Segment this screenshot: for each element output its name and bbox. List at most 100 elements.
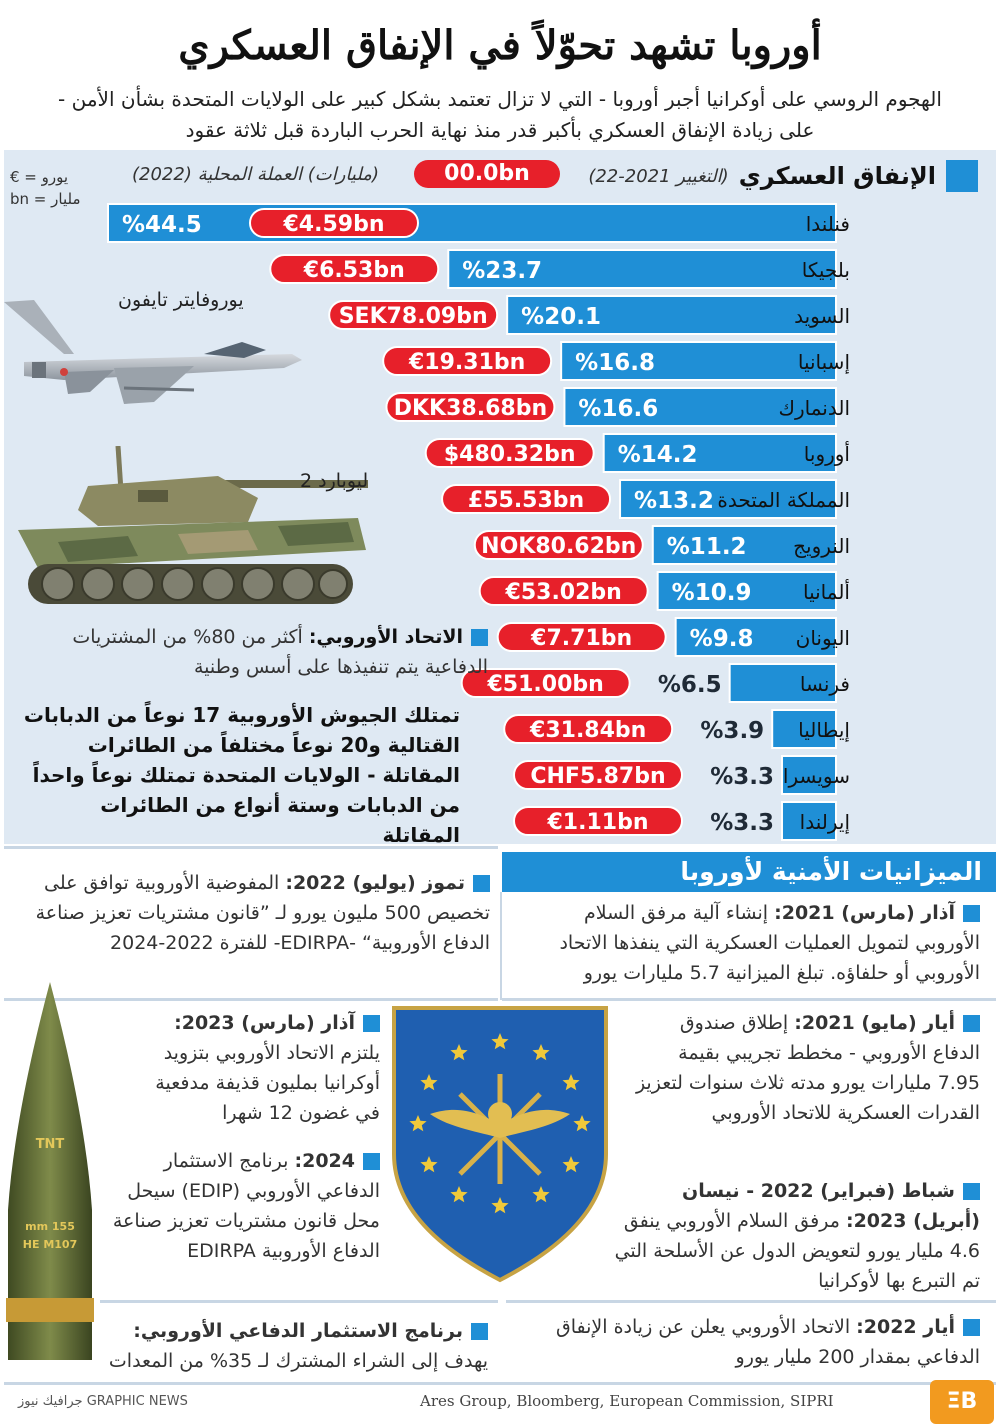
data-label: %3.3	[710, 810, 774, 836]
category-label: إيطاليا	[798, 718, 850, 743]
data-label: %13.2	[634, 488, 714, 514]
timeline-date: آذار (مارس) 2021:	[774, 902, 955, 924]
timeline-text: يلتزم الاتحاد الأوروبي بتزويد أوكرانيا ب…	[155, 1042, 380, 1124]
spending-label: €51.00bn	[487, 672, 604, 697]
blue-square-icon	[963, 905, 980, 922]
timeline-text: المفوضية الأوروبية توافق على تخصيص 500 م…	[35, 872, 490, 954]
data-label: %3.3	[710, 764, 774, 790]
eu-procurement-note: الاتحاد الأوروبي: أكثر من 80% من المشتري…	[18, 622, 488, 682]
spending-label: SEK78.09bn	[339, 304, 488, 329]
timeline-banner: الميزانيات الأمنية لأوروبا	[502, 852, 996, 892]
category-label: فنلندا	[806, 212, 850, 236]
star-icon	[573, 1115, 591, 1132]
category-label: ألمانيا	[803, 579, 850, 604]
bar	[771, 709, 837, 749]
bar	[728, 663, 837, 703]
bar	[674, 617, 837, 657]
spending-label: €6.53bn	[303, 258, 405, 283]
data-label: %14.2	[618, 442, 698, 468]
legend-bn-text: bn = مليار	[10, 190, 81, 208]
spending-badge	[424, 438, 595, 468]
star-icon	[562, 1074, 580, 1091]
legend-units: € = يورو bn = مليار	[10, 166, 80, 210]
spending-label: DKK38.68bn	[394, 396, 547, 421]
star-icon	[409, 1115, 427, 1132]
timeline-text: إنشاء آلية مرفق السلام الأوروبي لتمويل ا…	[559, 902, 980, 984]
data-label: %20.1	[521, 304, 601, 330]
spending-label: €53.02bn	[505, 580, 622, 605]
jet-label: يوروفايتر تايفون	[118, 289, 244, 311]
blue-square-icon	[471, 1323, 488, 1340]
bar	[602, 433, 838, 473]
blue-square-icon	[963, 1319, 980, 1336]
bar	[563, 387, 837, 427]
spending-badge	[513, 806, 684, 836]
spending-label: CHF5.87bn	[530, 764, 665, 789]
timeline-item: برنامج الاستثمار الدفاعي الأوروبي: يهدف …	[98, 1316, 488, 1376]
bar	[447, 249, 837, 289]
bar	[781, 755, 838, 795]
timeline-text: يهدف إلى الشراء المشترك لـ 35% من المعدا…	[108, 1350, 488, 1372]
timeline-date: برنامج الاستثمار الدفاعي الأوروبي:	[133, 1320, 463, 1342]
timeline-date: تموز (يوليو) 2022:	[285, 872, 465, 894]
chart-heading: الإنفاق العسكري (التغيير 2021-22)	[588, 160, 978, 192]
data-label: %3.9	[700, 718, 764, 744]
legend-local-currency: (مليارات) العملة المحلية (2022)	[132, 164, 379, 185]
page-title: أوروبا تشهد تحوّلاً في الإنفاق العسكري	[178, 22, 822, 69]
column-divider	[500, 892, 502, 1000]
data-label: %16.8	[575, 350, 655, 376]
source-text: Ares Group, Bloomberg, European Commissi…	[420, 1392, 834, 1410]
bar	[107, 203, 837, 243]
chart-title: الإنفاق العسكري	[738, 162, 936, 190]
category-label: فرنسا	[800, 672, 850, 696]
bar	[560, 341, 837, 381]
timeline-item: تموز (يوليو) 2022: المفوضية الأوروبية تو…	[20, 868, 490, 958]
data-label: %9.8	[690, 626, 754, 652]
category-label: إيرلندا	[800, 810, 850, 835]
blue-square-icon	[946, 160, 978, 192]
timeline-item: أيار 2022: الاتحاد الأوروبي يعلن عن زياد…	[520, 1312, 980, 1372]
bar	[506, 295, 837, 335]
timeline-text: مرفق السلام الأوروبي ينفق 4.6 مليار يورو…	[614, 1210, 980, 1292]
artillery-shell-icon: TNT 155 mm HE M107	[6, 982, 94, 1360]
chart-change-label: (التغيير 2021-22)	[588, 165, 729, 187]
timeline-item: 2024: برنامج الاستثمار الدفاعي الأوروبي …	[110, 1146, 380, 1266]
blue-square-icon	[363, 1015, 380, 1032]
timeline-date: أيار 2022:	[856, 1316, 955, 1338]
tank-label: ليوبارد 2	[300, 470, 369, 492]
category-label: النرويج	[793, 534, 850, 558]
spending-label: $480.32bn	[444, 442, 576, 467]
star-icon	[491, 1033, 509, 1050]
shell-label-type: HE M107	[23, 1238, 77, 1251]
eurofighter-jet-icon	[4, 300, 302, 404]
data-label: %23.7	[462, 258, 542, 284]
star-icon	[532, 1186, 550, 1203]
bar	[656, 571, 838, 611]
spending-label: €19.31bn	[408, 350, 525, 375]
timeline-item: آذار (مارس) 2023: يلتزم الاتحاد الأوروبي…	[130, 1008, 380, 1128]
blue-square-icon	[471, 629, 488, 646]
timeline-item: آذار (مارس) 2021: إنشاء آلية مرفق السلام…	[520, 898, 980, 988]
star-icon	[450, 1044, 468, 1061]
spending-label: €31.84bn	[529, 718, 646, 743]
category-label: إسبانيا	[798, 350, 850, 375]
star-icon	[420, 1074, 438, 1091]
blue-square-icon	[963, 1183, 980, 1200]
star-icon	[450, 1186, 468, 1203]
page-subtitle: الهجوم الروسي على أوكرانيا أجبر أوروبا -…	[58, 87, 942, 142]
section-divider	[4, 1382, 996, 1385]
timeline-item: أيار (مايو) 2021: إطلاق صندوق الدفاع الأ…	[630, 1008, 980, 1128]
timeline-text: الاتحاد الأوروبي يعلن عن زيادة الإنفاق ا…	[556, 1316, 980, 1368]
spending-label: €7.71bn	[530, 626, 632, 651]
star-icon	[562, 1156, 580, 1173]
timeline-text: إطلاق صندوق الدفاع الأوروبي - مخطط تجريب…	[635, 1012, 980, 1124]
timeline-item: شباط (فبراير) 2022 - نيسان (أبريل) 2023:…	[610, 1176, 980, 1296]
timeline-text: برنامج الاستثمار الدفاعي الأوروبي (EDIP)…	[112, 1150, 380, 1262]
spending-bar-chart: فنلندا %44.5 €4.59bn بلجيكا %23.7 €6.53bn السو…	[107, 203, 850, 841]
data-label: %10.9	[672, 580, 752, 606]
blue-square-icon	[473, 875, 490, 892]
category-label: اليونان	[796, 626, 850, 650]
data-label: %16.6	[578, 396, 658, 422]
bar	[781, 801, 838, 841]
timeline-date: شباط (فبراير) 2022 - نيسان (أبريل) 2023:	[682, 1180, 980, 1232]
